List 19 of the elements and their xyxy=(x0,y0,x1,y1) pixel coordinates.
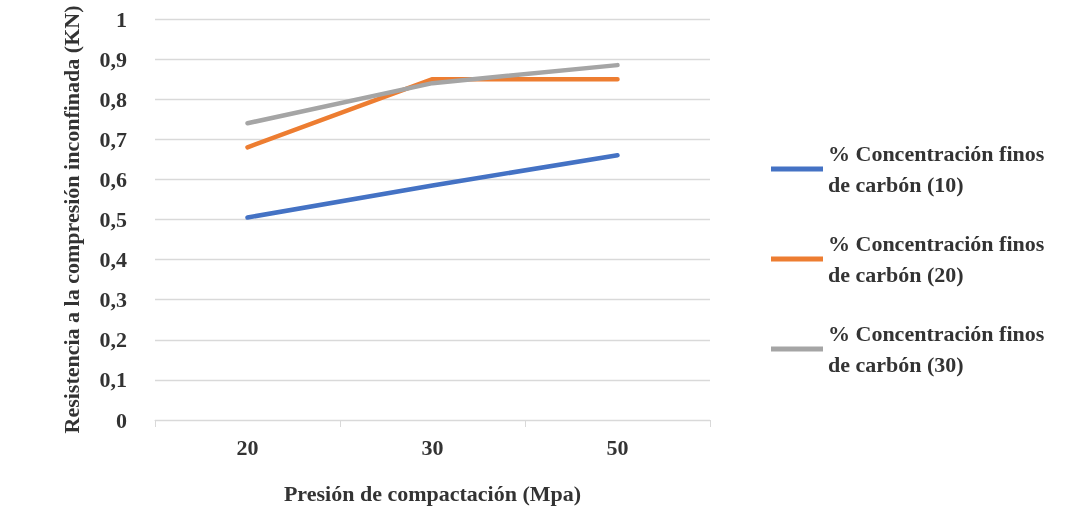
y-tick-label: 0,4 xyxy=(99,247,127,273)
x-tick-label: 50 xyxy=(606,434,629,460)
y-tick-label: 1 xyxy=(116,6,127,32)
y-tick-label: 0,3 xyxy=(99,287,127,313)
x-axis-title: Presión de compactación (Mpa) xyxy=(283,480,582,506)
y-axis-title: Resistencia a la compresión inconfinada (KN) xyxy=(59,5,84,434)
y-tick-label: 0,1 xyxy=(99,367,127,393)
legend-label: % Concentración finos de carbón (30) xyxy=(828,321,1050,377)
y-tick-label: 0,2 xyxy=(99,327,127,353)
y-tick-label: 0,5 xyxy=(99,207,127,232)
x-tick-label: 30 xyxy=(421,434,444,460)
y-tick-label: 0,8 xyxy=(99,86,127,112)
y-tick-label: 0,6 xyxy=(99,166,127,192)
legend-label: % Concentración finos de carbón (10) xyxy=(828,141,1050,197)
y-tick-label: 0,7 xyxy=(99,126,127,152)
y-tick-label: 0 xyxy=(116,407,127,433)
x-tick-label: 20 xyxy=(236,434,259,460)
y-tick-label: 0,9 xyxy=(99,46,127,72)
legend-label: % Concentración finos de carbón (20) xyxy=(828,231,1050,287)
